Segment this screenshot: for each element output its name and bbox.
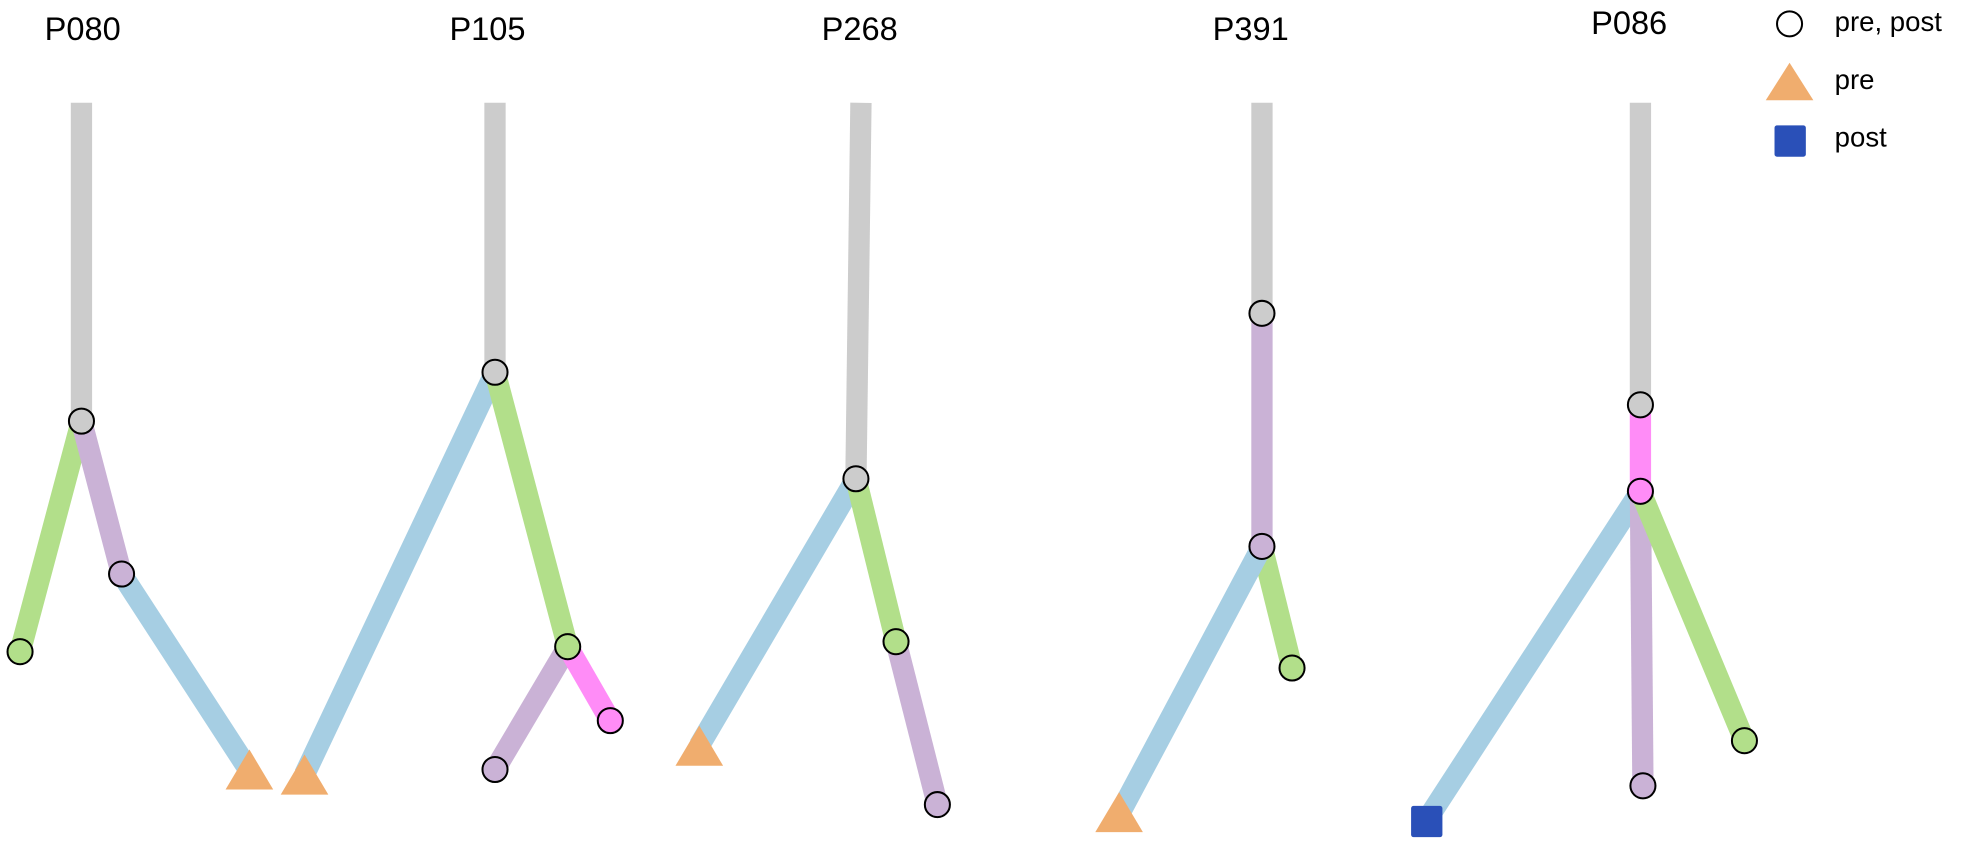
edge — [845, 102, 872, 479]
node — [1626, 477, 1654, 505]
node — [1730, 727, 1758, 755]
legend-label: pre, post — [1835, 6, 1943, 37]
edge — [690, 473, 866, 752]
tree-title: P080 — [45, 11, 121, 47]
edge — [1630, 487, 1755, 745]
legend-label: pre — [1835, 64, 1875, 95]
node — [1629, 772, 1657, 800]
node — [842, 465, 870, 493]
tree-title: P086 — [1591, 5, 1667, 41]
node — [1626, 391, 1654, 419]
node-post — [1411, 805, 1443, 838]
edge — [294, 367, 505, 780]
node — [923, 791, 951, 819]
edge — [485, 641, 577, 775]
node — [1248, 532, 1276, 560]
edge — [9, 418, 92, 655]
legend: pre, post pre post — [1765, 6, 1943, 157]
legend-symbol — [1774, 125, 1806, 157]
edge — [1417, 485, 1650, 827]
node-pre — [1095, 792, 1143, 833]
edge — [1629, 491, 1654, 786]
node — [882, 628, 910, 656]
node — [481, 755, 509, 784]
tree — [1095, 102, 1306, 833]
tree-title: P268 — [822, 11, 898, 47]
node — [554, 633, 582, 661]
tree — [675, 102, 951, 819]
legend-symbol — [1776, 10, 1804, 38]
node-pre — [280, 754, 329, 795]
node — [481, 358, 509, 386]
edge — [112, 568, 259, 777]
edge — [845, 476, 907, 645]
edge — [558, 641, 620, 726]
tree-title: P391 — [1213, 11, 1289, 47]
tree — [1411, 102, 1758, 838]
node — [6, 638, 34, 666]
edge — [885, 639, 948, 808]
tree — [6, 102, 274, 790]
tree — [280, 102, 624, 795]
node — [108, 560, 136, 588]
node — [1278, 654, 1306, 682]
edge — [71, 418, 132, 577]
edge — [1251, 543, 1303, 671]
legend-label: post — [1835, 121, 1887, 152]
tree-title: P105 — [449, 11, 525, 47]
node — [1248, 299, 1276, 327]
node-pre — [225, 749, 274, 790]
node — [67, 407, 95, 435]
edge — [484, 369, 578, 650]
node — [596, 707, 624, 735]
edge — [1109, 541, 1272, 820]
legend-symbol — [1765, 62, 1814, 101]
node-pre — [675, 725, 724, 766]
